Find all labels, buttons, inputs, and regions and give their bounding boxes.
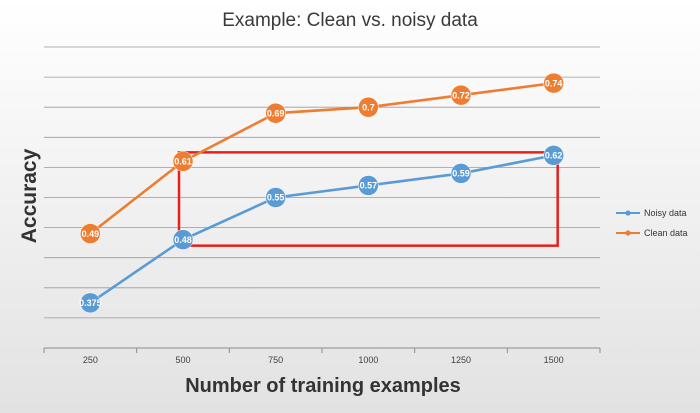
data-label: 0.59 xyxy=(452,169,470,179)
legend-label: Noisy data xyxy=(644,208,687,218)
highlight-rectangle xyxy=(177,151,559,247)
data-point-marker xyxy=(450,84,472,106)
data-label: 0.57 xyxy=(360,181,378,191)
data-point-marker xyxy=(450,163,472,184)
x-tick-label: 1250 xyxy=(451,355,471,365)
data-point-marker xyxy=(172,229,194,250)
data-label: 0.72 xyxy=(452,90,470,100)
x-axis-tick-labels: 250 500 750 1000 1250 1500 xyxy=(83,355,564,365)
x-tick-label: 500 xyxy=(175,355,190,365)
data-label: 0.55 xyxy=(267,193,285,203)
legend-marker xyxy=(625,230,631,236)
data-label: 0.375 xyxy=(79,298,102,308)
legend-item: Noisy data xyxy=(616,208,687,218)
x-tick-label: 1500 xyxy=(544,355,564,365)
data-point-marker xyxy=(543,145,564,166)
data-point-marker xyxy=(265,187,286,208)
data-label: 0.48 xyxy=(174,235,192,245)
series-line xyxy=(89,154,554,304)
chart-title: Example: Clean vs. noisy data xyxy=(222,10,478,31)
data-point-marker xyxy=(265,102,286,124)
x-tick-label: 1000 xyxy=(358,355,378,365)
y-axis-title: Accuracy xyxy=(18,148,41,243)
data-label: 0.7 xyxy=(362,102,375,112)
series-line xyxy=(89,81,554,235)
legend-marker xyxy=(625,210,631,216)
data-point-marker xyxy=(358,96,379,118)
data-point-marker xyxy=(172,151,194,172)
series: 0.375 0.48 0.55 0.57 0.59 0.62 0.49 0.61 0.69 0.7… xyxy=(79,72,564,314)
x-tick-label: 750 xyxy=(268,355,283,365)
x-tick-label: 250 xyxy=(83,355,98,365)
data-point-marker xyxy=(543,72,564,94)
data-label: 0.62 xyxy=(545,151,563,161)
annotations xyxy=(177,151,559,247)
legend: Noisy data Clean data xyxy=(616,208,688,238)
data-label: 0.49 xyxy=(82,229,100,239)
data-label: 0.74 xyxy=(545,78,563,88)
data-label: 0.69 xyxy=(267,108,285,118)
data-point-marker xyxy=(80,223,101,244)
data-label: 0.61 xyxy=(174,157,192,167)
x-axis-title: Number of training examples xyxy=(185,375,461,397)
data-point-marker xyxy=(80,292,101,314)
legend-label: Clean data xyxy=(644,228,688,238)
series-0: 0.375 0.48 0.55 0.57 0.59 0.62 xyxy=(79,145,564,314)
series-1: 0.49 0.61 0.69 0.7 0.72 0.74 xyxy=(80,72,564,244)
data-point-marker xyxy=(358,175,379,196)
legend-item: Clean data xyxy=(616,228,688,238)
